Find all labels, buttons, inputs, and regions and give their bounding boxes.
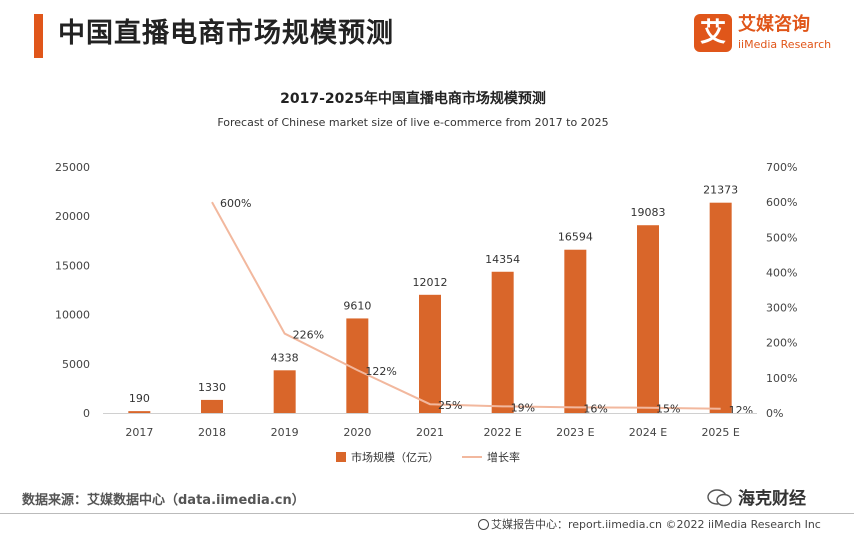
growth-value-label: 15% (656, 403, 680, 416)
growth-line (211, 201, 721, 410)
bar-value-label: 4338 (271, 351, 299, 364)
y-right-tick-label: 600% (766, 196, 797, 209)
y-left-tick-label: 20000 (55, 210, 90, 223)
x-axis: 2017 2018 2019 2020 2021 2022 E 2023 E 2024 E 20… (103, 413, 757, 439)
growth-value-label: 226% (293, 329, 324, 342)
bar (637, 225, 659, 413)
y-right-tick-label: 0% (766, 407, 783, 420)
bar-value-label: 12012 (413, 276, 448, 289)
growth-value-label: 122% (365, 365, 396, 378)
growth-value-label: 19% (511, 401, 535, 414)
bar (491, 271, 514, 413)
y-right-tick-label: 700% (766, 161, 797, 174)
chart-title: 2017-2025年中国直播电商市场规模预测 (280, 90, 546, 107)
y-right-tick-label: 300% (766, 302, 797, 315)
page-title: 中国直播电商市场规模预测 (58, 18, 394, 49)
y-axis-left: 0 5000 10000 15000 20000 25000 (55, 161, 90, 420)
bar (709, 202, 732, 413)
report-center-text: 艾媒报告中心：report.iimedia.cn ©2022 iiMedia R… (491, 518, 821, 531)
x-tick-label: 2017 (125, 426, 153, 439)
brand-logo: 艾 艾媒咨询 iiMedia Research (694, 14, 834, 58)
bar-value-label: 16594 (558, 231, 593, 244)
bar-value-label: 14354 (485, 253, 520, 266)
growth-value-label: 25% (438, 399, 462, 412)
brand-name-cn: 艾媒咨询 (738, 14, 810, 35)
header-accent-bar (34, 14, 43, 58)
x-tick-label: 2024 E (629, 426, 667, 439)
line-series: 600% 226% 122% 25% 19% 16% 15% 12% (211, 197, 753, 417)
bar (201, 399, 223, 413)
footer-divider (0, 513, 854, 514)
y-axis-right: 0% 100% 200% 300% 400% 500% 600% 700% (766, 161, 797, 420)
legend: 市场规模（亿元） 增长率 (336, 450, 520, 464)
x-tick-label: 2025 E (701, 426, 739, 439)
x-tick-label: 2018 (198, 426, 226, 439)
y-left-tick-label: 5000 (62, 358, 90, 371)
x-tick-label: 2021 (416, 426, 444, 439)
bar-value-label: 1330 (198, 381, 226, 394)
bar (346, 318, 369, 413)
data-source: 数据来源：艾媒数据中心（data.iimedia.cn） (22, 493, 305, 508)
bar-value-label: 21373 (703, 184, 738, 197)
y-left-tick-label: 25000 (55, 161, 90, 174)
watermark: 海克财经 (738, 489, 806, 509)
chart-subtitle: Forecast of Chinese market size of live … (217, 116, 608, 129)
report-center: 艾媒报告中心：report.iimedia.cn ©2022 iiMedia R… (478, 516, 821, 532)
legend-swatch-bar (336, 452, 346, 462)
x-tick-label: 2019 (271, 426, 299, 439)
bar (273, 370, 296, 413)
globe-icon (478, 519, 489, 530)
brand-logo-mark: 艾 (694, 14, 732, 52)
bar-series: 190 1330 4338 9610 12012 14354 16594 19083 21373 (128, 184, 738, 413)
y-right-tick-label: 100% (766, 372, 797, 385)
y-left-tick-label: 15000 (55, 259, 90, 272)
wechat-icon (707, 489, 732, 507)
y-right-tick-label: 400% (766, 266, 797, 279)
bar (128, 411, 151, 413)
legend-label-bar: 市场规模（亿元） (351, 450, 439, 464)
market-size-chart: 2017-2025年中国直播电商市场规模预测 Forecast of Chine… (55, 90, 797, 464)
growth-value-label: 600% (220, 197, 251, 210)
bar-value-label: 9610 (343, 299, 371, 312)
y-left-tick-label: 10000 (55, 309, 90, 322)
x-tick-label: 2022 E (483, 426, 521, 439)
growth-value-label: 12% (729, 404, 753, 417)
y-left-tick-label: 0 (83, 407, 90, 420)
bar-value-label: 19083 (631, 206, 666, 219)
y-right-tick-label: 200% (766, 337, 797, 350)
bar-value-label: 190 (129, 392, 150, 405)
growth-value-label: 16% (583, 402, 607, 415)
x-tick-label: 2020 (343, 426, 371, 439)
brand-name-en: iiMedia Research (738, 38, 832, 51)
bar (419, 294, 441, 413)
legend-label-line: 增长率 (487, 450, 520, 464)
bar (564, 249, 587, 413)
x-tick-label: 2023 E (556, 426, 594, 439)
y-right-tick-label: 500% (766, 231, 797, 244)
